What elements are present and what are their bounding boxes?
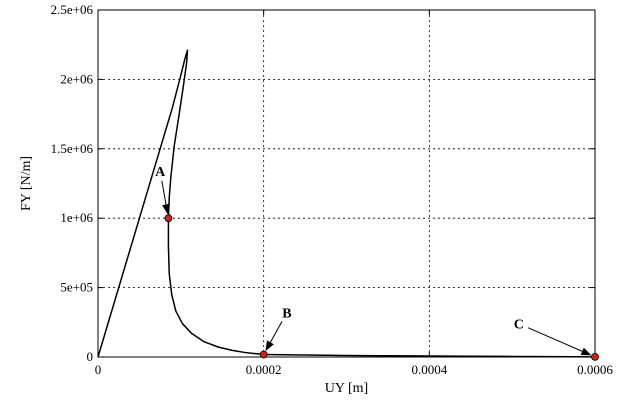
- grid-lines: [98, 10, 595, 357]
- point-marker-c: [591, 352, 599, 361]
- x-tick-label: 0.0006: [577, 362, 613, 377]
- plot-frame: [97, 9, 596, 358]
- x-tick-label: 0.0004: [411, 362, 447, 377]
- annotation-arrow-a: [161, 180, 170, 215]
- y-axis-label: FY [N/m]: [19, 156, 34, 211]
- axis-ticks: 0 0.0002 0.0004 0.0006 0 5e+05 1e+06 1.5e+06 2e+…: [51, 2, 614, 377]
- x-tick-label: 0: [95, 362, 102, 377]
- series-layer: [97, 49, 596, 358]
- y-tick-label: 2.5e+06: [51, 2, 94, 17]
- y-tick-label: 2e+06: [60, 71, 93, 86]
- point-marker-b: [259, 350, 268, 359]
- y-tick-label: 5e+05: [60, 280, 93, 295]
- point-label-b: B: [282, 307, 291, 322]
- annotation-layer: A B C: [155, 165, 599, 361]
- y-tick-label: 1.5e+06: [51, 141, 94, 156]
- point-label-a: A: [155, 165, 166, 180]
- series-line: [97, 49, 596, 358]
- y-tick-label: 0: [87, 349, 94, 364]
- annotation-arrow-c: [527, 327, 592, 356]
- y-tick-label: 1e+06: [60, 210, 93, 225]
- point-marker-a: [164, 214, 173, 223]
- point-label-c: C: [514, 318, 524, 333]
- x-axis-label: UY [m]: [325, 381, 368, 396]
- x-tick-label: 0.0002: [246, 362, 282, 377]
- annotation-arrow-b: [265, 321, 283, 352]
